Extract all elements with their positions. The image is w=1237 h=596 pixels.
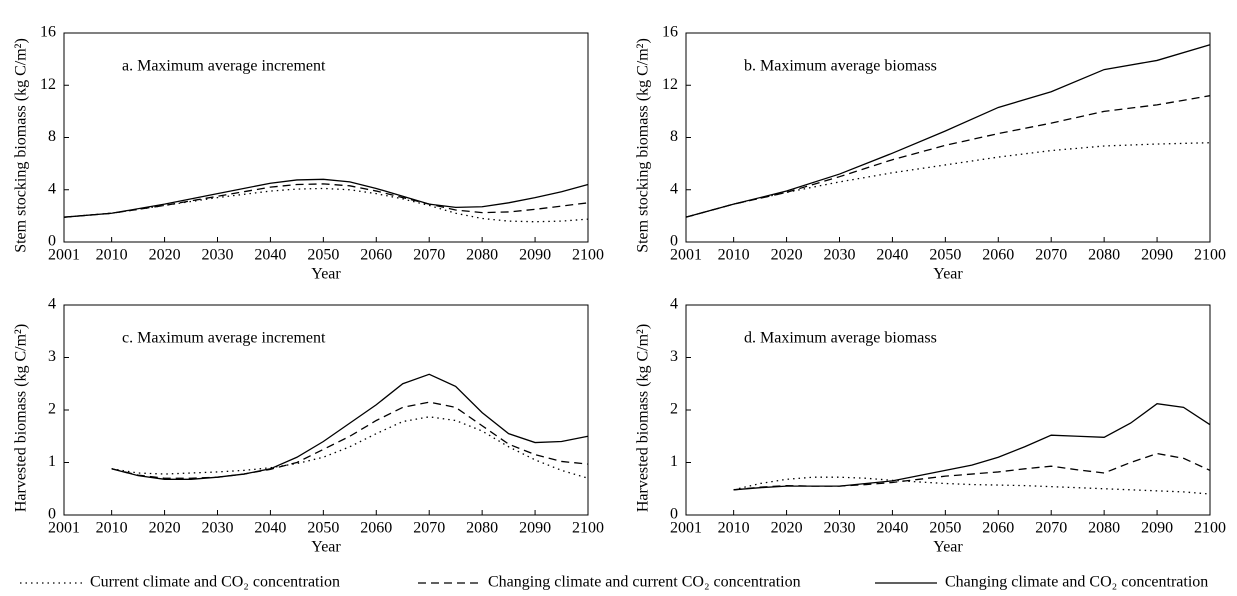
x-tick-label: 2100 bbox=[572, 520, 604, 537]
x-tick-label: 2030 bbox=[823, 247, 855, 264]
y-tick-label: 1 bbox=[670, 453, 678, 470]
legend-label: Current climate and CO₂ concentration bbox=[90, 574, 340, 591]
x-axis-label: Year bbox=[933, 539, 963, 556]
x-tick-label: 2080 bbox=[466, 247, 498, 264]
data-line bbox=[111, 373, 589, 480]
legend-label: Changing climate and current CO₂ concent… bbox=[488, 574, 801, 591]
data-line bbox=[685, 95, 1211, 218]
data-line bbox=[111, 416, 589, 479]
x-tick-label: 2050 bbox=[307, 247, 339, 264]
x-tick-label: 2001 bbox=[48, 520, 80, 537]
x-tick-label: 2020 bbox=[771, 247, 803, 264]
y-tick-label: 3 bbox=[48, 348, 56, 365]
data-line bbox=[685, 142, 1211, 218]
y-tick-label: 12 bbox=[40, 76, 56, 93]
y-tick-label: 4 bbox=[48, 180, 56, 197]
x-tick-label: 2100 bbox=[1194, 247, 1226, 264]
x-tick-label: 2090 bbox=[519, 247, 551, 264]
x-tick-label: 2070 bbox=[413, 247, 445, 264]
y-tick-label: 0 bbox=[670, 233, 678, 250]
data-line bbox=[63, 178, 589, 218]
x-axis-label: Year bbox=[311, 266, 341, 283]
y-tick-label: 4 bbox=[48, 296, 56, 313]
x-tick-label: 2090 bbox=[519, 520, 551, 537]
x-tick-label: 2010 bbox=[96, 520, 128, 537]
y-tick-label: 0 bbox=[48, 233, 56, 250]
y-tick-label: 16 bbox=[662, 24, 678, 41]
y-tick-label: 2 bbox=[48, 401, 56, 418]
y-tick-label: 3 bbox=[670, 348, 678, 365]
y-axis-label: Harvested biomass (kg C/m²) bbox=[13, 324, 30, 512]
x-tick-label: 2080 bbox=[1088, 520, 1120, 537]
y-axis-label: Stem stocking biomass (kg C/m²) bbox=[13, 38, 30, 253]
x-tick-label: 2070 bbox=[413, 520, 445, 537]
chart-title: b. Maximum average biomass bbox=[744, 58, 937, 75]
x-tick-label: 2020 bbox=[149, 520, 181, 537]
x-tick-label: 2020 bbox=[149, 247, 181, 264]
x-tick-label: 2001 bbox=[670, 520, 702, 537]
y-tick-label: 8 bbox=[48, 128, 56, 145]
x-tick-label: 2080 bbox=[1088, 247, 1120, 264]
x-tick-label: 2010 bbox=[718, 247, 750, 264]
x-axis-label: Year bbox=[933, 266, 963, 283]
y-tick-label: 0 bbox=[48, 506, 56, 523]
x-tick-label: 2040 bbox=[876, 247, 908, 264]
chart-title: c. Maximum average increment bbox=[122, 330, 326, 347]
data-line bbox=[733, 403, 1211, 491]
x-tick-label: 2030 bbox=[823, 520, 855, 537]
x-tick-label: 2060 bbox=[982, 520, 1014, 537]
y-axis-label: Harvested biomass (kg C/m²) bbox=[635, 324, 652, 512]
y-tick-label: 2 bbox=[670, 401, 678, 418]
x-tick-label: 2001 bbox=[48, 247, 80, 264]
data-line bbox=[733, 452, 1211, 491]
data-line bbox=[111, 401, 589, 479]
data-line bbox=[63, 183, 589, 218]
y-tick-label: 4 bbox=[670, 180, 678, 197]
x-tick-label: 2060 bbox=[360, 520, 392, 537]
y-tick-label: 12 bbox=[662, 76, 678, 93]
x-tick-label: 2030 bbox=[201, 247, 233, 264]
x-tick-label: 2090 bbox=[1141, 520, 1173, 537]
x-axis-label: Year bbox=[311, 539, 341, 556]
x-tick-label: 2050 bbox=[929, 520, 961, 537]
x-tick-label: 2001 bbox=[670, 247, 702, 264]
x-tick-label: 2030 bbox=[201, 520, 233, 537]
x-tick-label: 2100 bbox=[1194, 520, 1226, 537]
x-tick-label: 2010 bbox=[96, 247, 128, 264]
x-tick-label: 2100 bbox=[572, 247, 604, 264]
x-tick-label: 2040 bbox=[254, 247, 286, 264]
x-tick-label: 2040 bbox=[254, 520, 286, 537]
x-tick-label: 2080 bbox=[466, 520, 498, 537]
y-tick-label: 0 bbox=[670, 506, 678, 523]
x-tick-label: 2090 bbox=[1141, 247, 1173, 264]
legend-label: Changing climate and CO₂ concentration bbox=[945, 574, 1208, 591]
x-tick-label: 2020 bbox=[771, 520, 803, 537]
y-axis-label: Stem stocking biomass (kg C/m²) bbox=[635, 38, 652, 253]
y-tick-label: 8 bbox=[670, 128, 678, 145]
x-tick-label: 2060 bbox=[360, 247, 392, 264]
x-tick-label: 2050 bbox=[929, 247, 961, 264]
x-tick-label: 2070 bbox=[1035, 520, 1067, 537]
x-tick-label: 2060 bbox=[982, 247, 1014, 264]
x-tick-label: 2050 bbox=[307, 520, 339, 537]
chart-title: a. Maximum average increment bbox=[122, 58, 326, 75]
chart-title: d. Maximum average biomass bbox=[744, 330, 937, 347]
x-tick-label: 2040 bbox=[876, 520, 908, 537]
x-tick-label: 2010 bbox=[718, 520, 750, 537]
x-tick-label: 2070 bbox=[1035, 247, 1067, 264]
y-tick-label: 4 bbox=[670, 296, 678, 313]
data-line bbox=[685, 44, 1211, 218]
y-tick-label: 16 bbox=[40, 24, 56, 41]
y-tick-label: 1 bbox=[48, 453, 56, 470]
data-line bbox=[63, 187, 589, 223]
